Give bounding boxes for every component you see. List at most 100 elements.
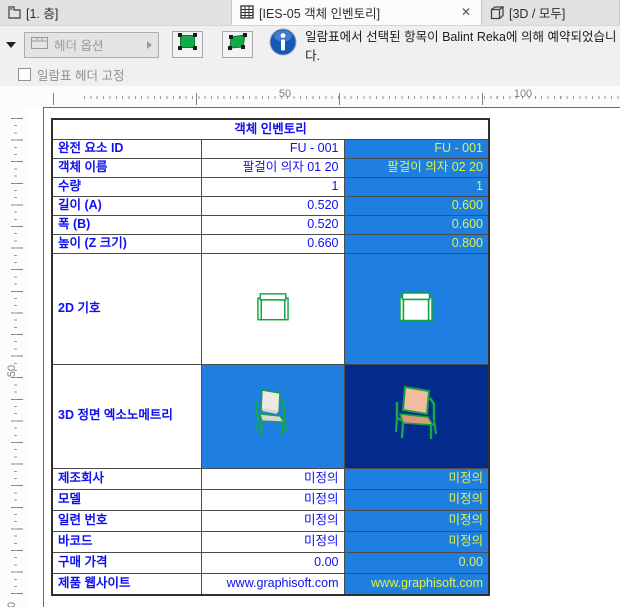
cube-3d-icon <box>490 5 504 20</box>
row-label[interactable]: 제품 웹사이트 <box>51 572 202 596</box>
header-options-label: 헤더 옵션 <box>54 39 104 53</box>
3d-preview-cell-chair-2[interactable] <box>343 363 490 469</box>
cell-value[interactable]: 0.520 <box>200 195 345 216</box>
horizontal-ruler-ticks <box>84 96 620 99</box>
cell-value website[interactable]: www.graphisoft.com <box>200 572 345 596</box>
row-label[interactable]: 폭 (B) <box>51 214 202 235</box>
row-label[interactable]: 구매 가격 <box>51 551 202 574</box>
cell-value-selected[interactable]: 0.00 <box>343 551 490 574</box>
info-message-text: 일람표에서 선택된 항목이 Balint Reka에 의해 예약되었습니다. <box>305 29 617 63</box>
header-options-icon <box>31 37 48 52</box>
row-label[interactable]: 2D 기호 <box>51 252 202 365</box>
row-label[interactable]: 일련 번호 <box>51 509 202 532</box>
reservation-message: 일람표에서 선택된 항목이 Balint Reka에 의해 예약되었습니다. <box>269 26 620 64</box>
table-row: 높이 (Z 크기) 0.660 0.800 <box>51 233 490 254</box>
table-row: 일련 번호 미정의 미정의 <box>51 509 490 532</box>
table-row: 구매 가격 0.00 0.00 <box>51 551 490 574</box>
table-row: 수량 1 1 <box>51 176 490 197</box>
row-label[interactable]: 객체 이름 <box>51 157 202 178</box>
chair-top-view-icon <box>399 292 433 322</box>
drawing-boundary-vertical <box>43 107 44 607</box>
h-ruler-label-50: 50 <box>278 88 292 100</box>
tab-floor-plan[interactable]: [1. 층] <box>0 0 232 25</box>
row-label[interactable]: 3D 정면 엑소노메트리 <box>51 363 202 469</box>
row-label[interactable]: 모델 <box>51 488 202 511</box>
cell-value[interactable]: 미정의 <box>200 488 345 511</box>
floor-plan-icon <box>8 6 21 19</box>
table-row: 바코드 미정의 미정의 <box>51 530 490 553</box>
freeze-header-label: 일람표 헤더 고정 <box>37 69 125 83</box>
row-label[interactable]: 길이 (A) <box>51 195 202 216</box>
row-label[interactable]: 제조회사 <box>51 467 202 490</box>
row-label[interactable]: 완전 요소 ID <box>51 138 202 159</box>
schedule-grid-icon <box>240 5 254 19</box>
cell-value[interactable]: 미정의 <box>200 509 345 532</box>
table-row: 제조회사 미정의 미정의 <box>51 467 490 490</box>
schedule-canvas: -- 50 100 50 100 객체 인벤토리 완전 요소 ID FU - 0… <box>0 86 620 607</box>
table-row: 객체 이름 팔걸이 의자 01 20 팔걸이 의자 02 20 <box>51 157 490 178</box>
cell-value-selected[interactable]: www.graphisoft.com <box>343 572 490 596</box>
2d-symbol-cell-chair-1[interactable] <box>200 252 345 365</box>
cell-value[interactable]: 0.520 <box>200 214 345 235</box>
tab-label: [1. 층] <box>26 7 59 21</box>
armchair-3d-icon <box>395 386 438 440</box>
tab-3d-view[interactable]: [3D / 모두] <box>482 0 620 25</box>
info-icon <box>269 28 297 61</box>
collapse-panel-triangle-icon[interactable] <box>6 41 16 48</box>
table-row-2d-symbol: 2D 기호 <box>51 252 490 365</box>
table-row: 폭 (B) 0.520 0.600 <box>51 214 490 235</box>
freeze-header-checkbox[interactable] <box>18 68 31 81</box>
cell-value[interactable]: 0.00 <box>200 551 345 574</box>
row-label[interactable]: 수량 <box>51 176 202 197</box>
chair-top-view-icon <box>256 293 289 321</box>
close-icon[interactable]: ✕ <box>460 5 471 19</box>
marquee-2d-button[interactable] <box>172 31 204 58</box>
table-title[interactable]: 객체 인벤토리 <box>51 118 490 140</box>
header-options-button[interactable]: 헤더 옵션 <box>24 31 160 58</box>
tab-label: [3D / 모두] <box>509 7 566 21</box>
cell-value[interactable]: 팔걸이 의자 01 20 <box>200 157 345 178</box>
tab-bar: [1. 층] [IES-05 객체 인벤토리] ✕ <box>0 0 620 26</box>
table-row: 길이 (A) 0.520 0.600 <box>51 195 490 216</box>
cell-value-selected[interactable]: 팔걸이 의자 02 20 <box>343 157 490 178</box>
cell-value[interactable]: 0.660 <box>200 233 345 254</box>
cell-value-selected[interactable]: 미정의 <box>343 467 490 490</box>
cell-value[interactable]: 미정의 <box>200 467 345 490</box>
2d-symbol-cell-chair-2[interactable] <box>343 252 490 365</box>
horizontal-ruler: 50 100 <box>0 86 620 107</box>
vertical-ruler: 50 100 <box>0 107 26 607</box>
vertical-ruler-ticks <box>14 118 17 600</box>
drawing-boundary-horizontal <box>43 107 620 108</box>
cell-value-selected[interactable]: 0.600 <box>343 214 490 235</box>
armchair-3d-icon <box>254 389 287 437</box>
cell-value[interactable]: FU - 001 <box>200 138 345 159</box>
tab-label: [IES-05 객체 인벤토리] <box>259 6 381 21</box>
freeze-header-row: 일람표 헤더 고정 <box>0 63 620 86</box>
tab-schedule-inventory[interactable]: [IES-05 객체 인벤토리] ✕ <box>232 0 482 25</box>
flyout-arrow-icon <box>147 40 153 49</box>
table-row: 완전 요소 ID FU - 001 FU - 001 <box>51 138 490 159</box>
row-label[interactable]: 높이 (Z 크기) <box>51 233 202 254</box>
v-ruler-label-100: 100 <box>6 600 18 607</box>
3d-preview-cell-chair-1[interactable] <box>200 363 345 469</box>
h-ruler-label-100: 100 <box>513 88 533 100</box>
table-row: 모델 미정의 미정의 <box>51 488 490 511</box>
object-inventory-table: 객체 인벤토리 완전 요소 ID FU - 001 FU - 001 객체 이름… <box>51 118 490 596</box>
cell-value-selected[interactable]: FU - 001 <box>343 138 490 159</box>
table-row: 제품 웹사이트 www.graphisoft.com www.graphisof… <box>51 572 490 596</box>
cell-value-selected[interactable]: 미정의 <box>343 530 490 553</box>
cell-value-selected[interactable]: 0.600 <box>343 195 490 216</box>
marquee-3d-button[interactable] <box>222 31 254 58</box>
cell-value-selected[interactable]: 미정의 <box>343 509 490 532</box>
row-label[interactable]: 바코드 <box>51 530 202 553</box>
cell-value[interactable]: 1 <box>200 176 345 197</box>
marquee-square-icon <box>177 33 198 56</box>
cell-value[interactable]: 미정의 <box>200 530 345 553</box>
cell-value-selected[interactable]: 1 <box>343 176 490 197</box>
cell-value-selected[interactable]: 0.800 <box>343 233 490 254</box>
v-ruler-label-50: 50 <box>6 364 18 378</box>
cell-value-selected[interactable]: 미정의 <box>343 488 490 511</box>
schedule-toolbar: 헤더 옵션 <box>0 26 620 63</box>
table-row-3d-preview: 3D 정면 엑소노메트리 <box>51 363 490 469</box>
